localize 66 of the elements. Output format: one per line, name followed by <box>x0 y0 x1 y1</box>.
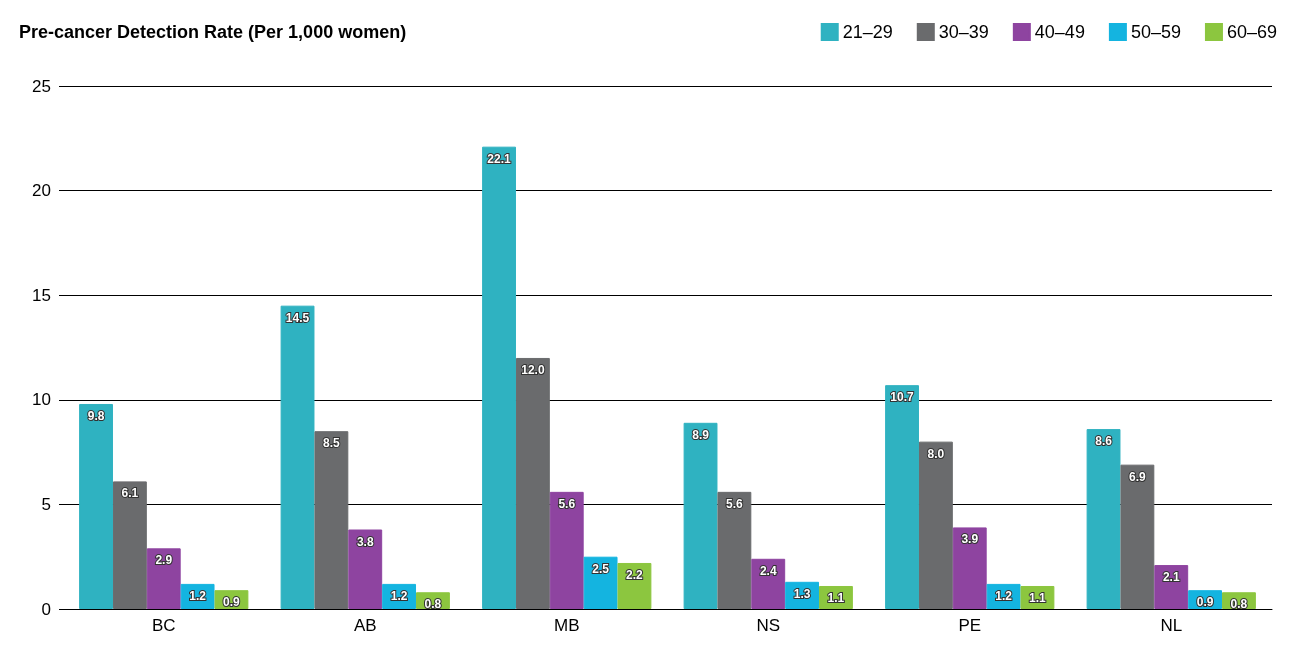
data-label: 0.8 <box>424 597 442 612</box>
bar <box>918 441 953 609</box>
data-label: 3.9 <box>961 532 979 547</box>
x-tick-label: BC <box>151 616 176 635</box>
x-tick-label: NS <box>756 616 781 635</box>
bar <box>314 431 349 609</box>
bar <box>79 403 113 609</box>
data-label: 3.8 <box>356 534 374 549</box>
y-tick-label: 10 <box>32 390 51 410</box>
legend-label: 40–49 <box>1034 22 1085 42</box>
data-label: 8.0 <box>927 446 945 461</box>
bar <box>112 481 147 609</box>
x-tick-label: PE <box>958 616 982 635</box>
y-tick-label: 20 <box>32 181 51 201</box>
bar <box>617 562 652 609</box>
bar <box>515 357 550 609</box>
data-label: 0.9 <box>1196 595 1214 610</box>
data-label: 1.3 <box>793 586 811 601</box>
data-label: 9.8 <box>87 408 105 423</box>
legend-label: 60–69 <box>1226 22 1278 42</box>
bar <box>885 385 919 609</box>
data-label: 1.1 <box>827 590 845 605</box>
legend-label: 50–59 <box>1130 22 1181 42</box>
bar <box>1086 429 1121 609</box>
data-label: 2.5 <box>592 561 610 576</box>
data-label: 1.1 <box>1029 590 1047 605</box>
bar <box>717 491 752 609</box>
data-label: 8.9 <box>692 427 710 442</box>
y-tick-label: 25 <box>32 76 51 96</box>
data-label: 1.2 <box>390 588 408 603</box>
data-label: 0.8 <box>1230 597 1248 612</box>
x-tick-label: AB <box>353 616 377 635</box>
legend-label: 21–29 <box>842 22 893 42</box>
bar <box>952 527 987 609</box>
bar <box>751 558 786 609</box>
bar <box>1120 464 1155 609</box>
data-label: 2.1 <box>1162 570 1180 585</box>
data-label: 22.1 <box>487 151 512 166</box>
data-label: 5.6 <box>558 496 576 511</box>
data-label: 8.5 <box>323 436 341 451</box>
x-tick-label: NL <box>1160 616 1183 635</box>
bar <box>348 529 383 609</box>
data-label: 0.9 <box>223 595 241 610</box>
data-label: 6.1 <box>121 486 139 501</box>
data-label: 6.9 <box>1129 469 1147 484</box>
legend-label: 30–39 <box>938 22 989 42</box>
bar <box>280 305 315 609</box>
data-label: 2.2 <box>626 567 644 582</box>
data-label: 5.6 <box>726 496 744 511</box>
chart-title: Pre-cancer Detection Rate (Per 1,000 women) <box>19 22 407 42</box>
data-label: 10.7 <box>890 390 915 405</box>
bar <box>482 146 516 609</box>
data-label: 1.2 <box>189 588 207 603</box>
bar <box>683 422 718 609</box>
x-tick-label: MB <box>554 616 580 635</box>
data-label: 2.4 <box>759 563 777 578</box>
data-label: 2.9 <box>155 553 173 568</box>
bar <box>549 491 584 609</box>
y-tick-label: 15 <box>32 285 51 305</box>
data-label: 12.0 <box>521 362 545 377</box>
data-label: 14.5 <box>285 310 310 325</box>
bar <box>146 548 181 609</box>
y-tick-label: 0 <box>41 599 51 619</box>
y-tick-label: 5 <box>41 494 51 514</box>
data-label: 8.6 <box>1095 434 1113 449</box>
data-label: 1.2 <box>995 588 1013 603</box>
